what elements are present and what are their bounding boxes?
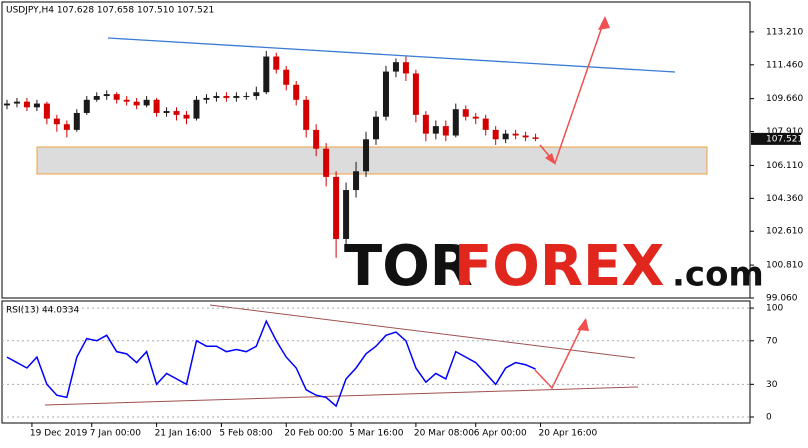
candle-body [73, 112, 80, 130]
trend-line [107, 37, 676, 73]
candle-body [163, 111, 170, 113]
candle-body [63, 124, 70, 130]
candle-body [363, 139, 370, 172]
candle-body [512, 133, 519, 136]
candle-body [113, 94, 120, 100]
candle-body [23, 101, 30, 108]
candle-body [373, 116, 379, 140]
candle-body [233, 96, 240, 98]
candle-body [442, 126, 449, 136]
candle-body [123, 99, 130, 102]
rsi-trend-line [44, 386, 639, 406]
x-tick-label: 21 Jan 16:00 [155, 429, 212, 439]
candle-body [193, 99, 200, 119]
candle-body [432, 126, 439, 134]
arrow-head [598, 16, 610, 30]
candle-body [382, 71, 389, 117]
x-tick-label: 6 Apr 00:00 [474, 429, 527, 439]
y-tick-label: 106.110 [766, 161, 803, 171]
candle-body [53, 118, 60, 125]
candle-body [412, 73, 419, 115]
arrow-head [577, 318, 589, 331]
candle-body [293, 84, 300, 100]
price-tag-label: 107.521 [766, 134, 803, 144]
candle-body [482, 118, 489, 130]
rsi-panel [1, 300, 751, 424]
candle-body [343, 190, 350, 239]
candle-body [183, 114, 190, 119]
y-tick-label: 30 [766, 380, 778, 390]
candle-body [502, 133, 509, 140]
candle-body [3, 103, 10, 106]
y-tick-label: 70 [766, 336, 778, 346]
candle-body [392, 62, 399, 72]
support-zone [36, 146, 708, 175]
rsi-line [6, 319, 536, 408]
candle-body [452, 109, 459, 136]
candle-body [303, 99, 310, 130]
candle-body [333, 176, 340, 239]
logo-forex: FOREX [454, 234, 664, 299]
candle-body [313, 129, 320, 149]
rsi-title: RSI(13) 44.0334 [6, 306, 79, 316]
candle-body [203, 97, 210, 100]
candle-body [422, 114, 429, 134]
candle-body [223, 96, 230, 98]
candle-body [323, 148, 330, 177]
x-tick-label: 20 Mar 08:00 [414, 429, 474, 439]
candle-body [253, 92, 260, 97]
rsi-forecast-arrow [534, 319, 586, 390]
candle-body [13, 101, 20, 104]
candle-body [353, 171, 360, 191]
candle-body [283, 69, 290, 85]
candle-body [133, 101, 140, 106]
y-tick-label: 113.210 [766, 27, 803, 37]
candle-body [492, 129, 499, 140]
y-tick-label: 109.660 [766, 94, 803, 104]
candle-body [462, 109, 469, 117]
candle-body [33, 103, 40, 108]
candle-body [263, 56, 270, 93]
arrow-head [545, 153, 556, 165]
candle-body [93, 96, 100, 100]
y-tick-label: 100 [766, 304, 783, 314]
candle-body [522, 135, 529, 138]
logo-tor: TOR [344, 234, 473, 299]
price-tag [751, 132, 801, 145]
y-tick-label: 107.910 [766, 127, 803, 137]
candle-body [83, 99, 90, 113]
candle-body [472, 116, 479, 119]
y-tick-label: 99.060 [766, 294, 798, 304]
rsi-trend-line [209, 304, 636, 359]
y-tick-label: 0 [766, 413, 772, 423]
price-title: USDJPY,H4 107.628 107.658 107.510 107.52… [6, 6, 214, 16]
x-tick-label: 5 Mar 16:00 [349, 429, 404, 439]
candle-body [173, 111, 180, 115]
candle-body [243, 96, 250, 98]
x-tick-label: 20 Feb 00:00 [284, 429, 343, 439]
candle-body [273, 56, 280, 70]
y-tick-label: 100.810 [766, 261, 803, 271]
candle-body [143, 99, 150, 106]
y-tick-label: 102.610 [766, 227, 803, 237]
y-tick-label: 104.360 [766, 194, 803, 204]
candle-body [153, 99, 160, 113]
x-tick-label: 5 Feb 08:00 [219, 429, 273, 439]
x-tick-label: 7 Jan 00:00 [90, 429, 142, 439]
x-tick-label: 20 Apr 16:00 [539, 429, 598, 439]
logo-com: .com [672, 255, 764, 295]
candle-body [532, 137, 539, 139]
candle-body [402, 62, 409, 74]
x-tick-label: 19 Dec 2019 [30, 429, 88, 439]
candle-body [213, 96, 220, 98]
candle-body [103, 94, 110, 97]
y-tick-label: 111.460 [766, 60, 803, 70]
candle-body [43, 103, 50, 119]
